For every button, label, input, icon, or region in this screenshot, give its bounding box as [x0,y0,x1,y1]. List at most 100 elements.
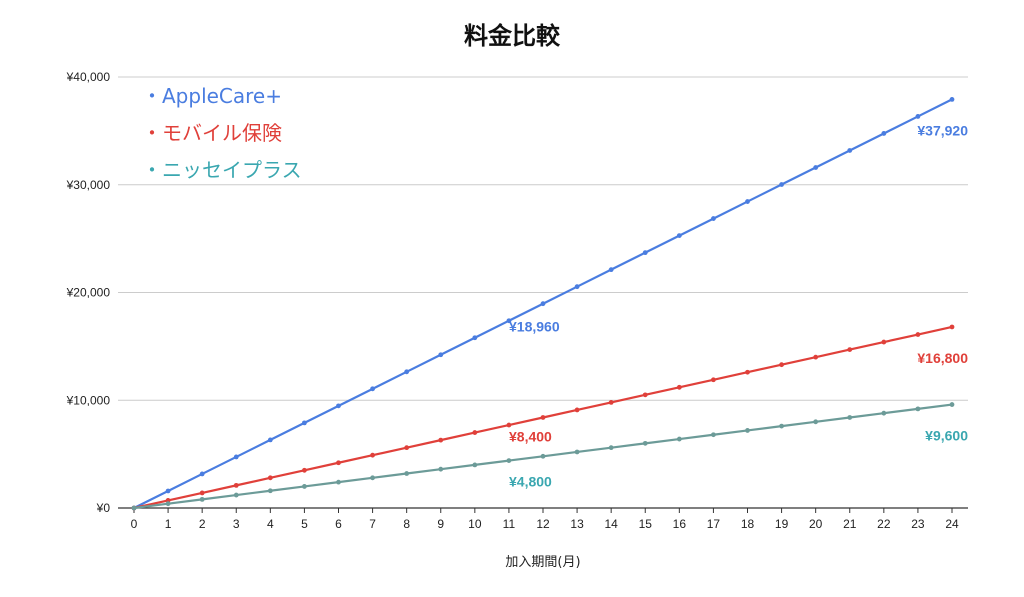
data-point [881,131,887,136]
series-layer [131,97,955,511]
data-point [608,400,614,405]
data-point [540,415,546,420]
data-point [949,324,955,330]
x-tick-label: 4 [267,517,274,531]
x-tick-label: 9 [437,517,444,531]
data-point [302,484,307,489]
data-point [642,440,648,446]
data-point [267,437,273,443]
data-point [915,406,921,412]
data-point [847,415,853,420]
data-label: ¥9,600 [925,428,968,444]
x-tick-label: 0 [131,517,138,531]
data-point [540,301,546,307]
x-tick-label: 15 [639,517,653,531]
data-point [574,284,580,290]
y-tick-label: ¥30,000 [66,178,111,192]
data-point [915,114,921,119]
x-tick-label: 2 [199,517,206,531]
data-label: ¥16,800 [917,350,968,366]
x-tick-label: 11 [503,517,516,531]
data-point [506,318,512,324]
data-point [165,501,171,507]
annotation-layer: ¥18,960 ¥37,920 ¥8,400 ¥16,800 ¥4,800 ¥9,600 [509,122,968,489]
data-point [370,452,375,458]
data-point [438,466,444,472]
data-point [745,199,750,204]
data-point [813,165,819,170]
x-tick-label: 22 [877,517,891,531]
data-point [779,362,784,368]
x-tick-label: 6 [335,517,342,531]
data-point [676,384,682,390]
data-point [779,423,784,429]
data-point [302,467,307,473]
data-point [574,449,580,455]
data-point [438,437,444,443]
data-point [233,454,239,460]
data-point [642,250,648,256]
data-point [779,182,784,187]
x-tick-label: 18 [741,517,755,531]
chart-title: 料金比較 [464,22,561,50]
data-point [165,488,171,494]
data-point [608,267,614,273]
data-point [506,422,512,428]
x-tick-label: 5 [301,517,308,531]
data-point [847,148,853,153]
x-tick-label: 13 [570,517,584,531]
data-point [336,403,341,409]
data-point [711,432,716,438]
x-tick-label: 19 [775,517,789,531]
data-point [813,354,819,360]
x-tick-label: 24 [945,517,959,531]
data-point [608,445,614,451]
data-point [199,490,205,496]
x-tick-label: 16 [673,517,687,531]
data-point [302,420,307,426]
legend-entry-1: ・モバイル保険 [142,121,282,145]
x-tick-label: 12 [536,517,550,531]
data-point [370,475,375,481]
data-point [233,482,239,488]
x-tick-label: 1 [165,517,172,531]
y-tick-label: ¥0 [96,501,111,515]
legend: ・AppleCare+ ・モバイル保険・ニッセイプラス [142,84,302,182]
x-tick-label: 8 [403,517,410,531]
data-point [574,407,580,413]
data-point [745,428,750,433]
legend-entry-0: ・AppleCare+ [142,84,282,108]
data-point [676,233,682,239]
data-point [370,386,375,392]
data-point [336,460,341,466]
data-point [813,419,819,425]
data-point [506,458,512,463]
data-point [131,505,137,511]
data-point [949,97,955,102]
data-point [267,475,273,481]
x-tick-label: 14 [604,517,618,531]
data-point [847,347,853,353]
data-point [745,369,750,375]
data-point [642,392,648,398]
x-tick-label: 17 [707,517,721,531]
data-label: ¥4,800 [509,473,552,489]
x-tick-label: 7 [369,517,376,531]
data-point [233,492,239,498]
data-point [404,445,410,451]
x-tick-label: 21 [843,517,857,531]
y-tick-label: ¥10,000 [66,393,111,407]
x-tick-label: 20 [809,517,823,531]
data-point [472,430,478,435]
data-point [540,453,546,459]
data-point [404,369,410,375]
data-point [199,496,205,502]
data-point [949,402,955,407]
data-point [472,335,478,341]
data-point [472,462,478,468]
data-point [336,479,341,485]
data-point [711,377,716,383]
data-point [199,471,205,477]
